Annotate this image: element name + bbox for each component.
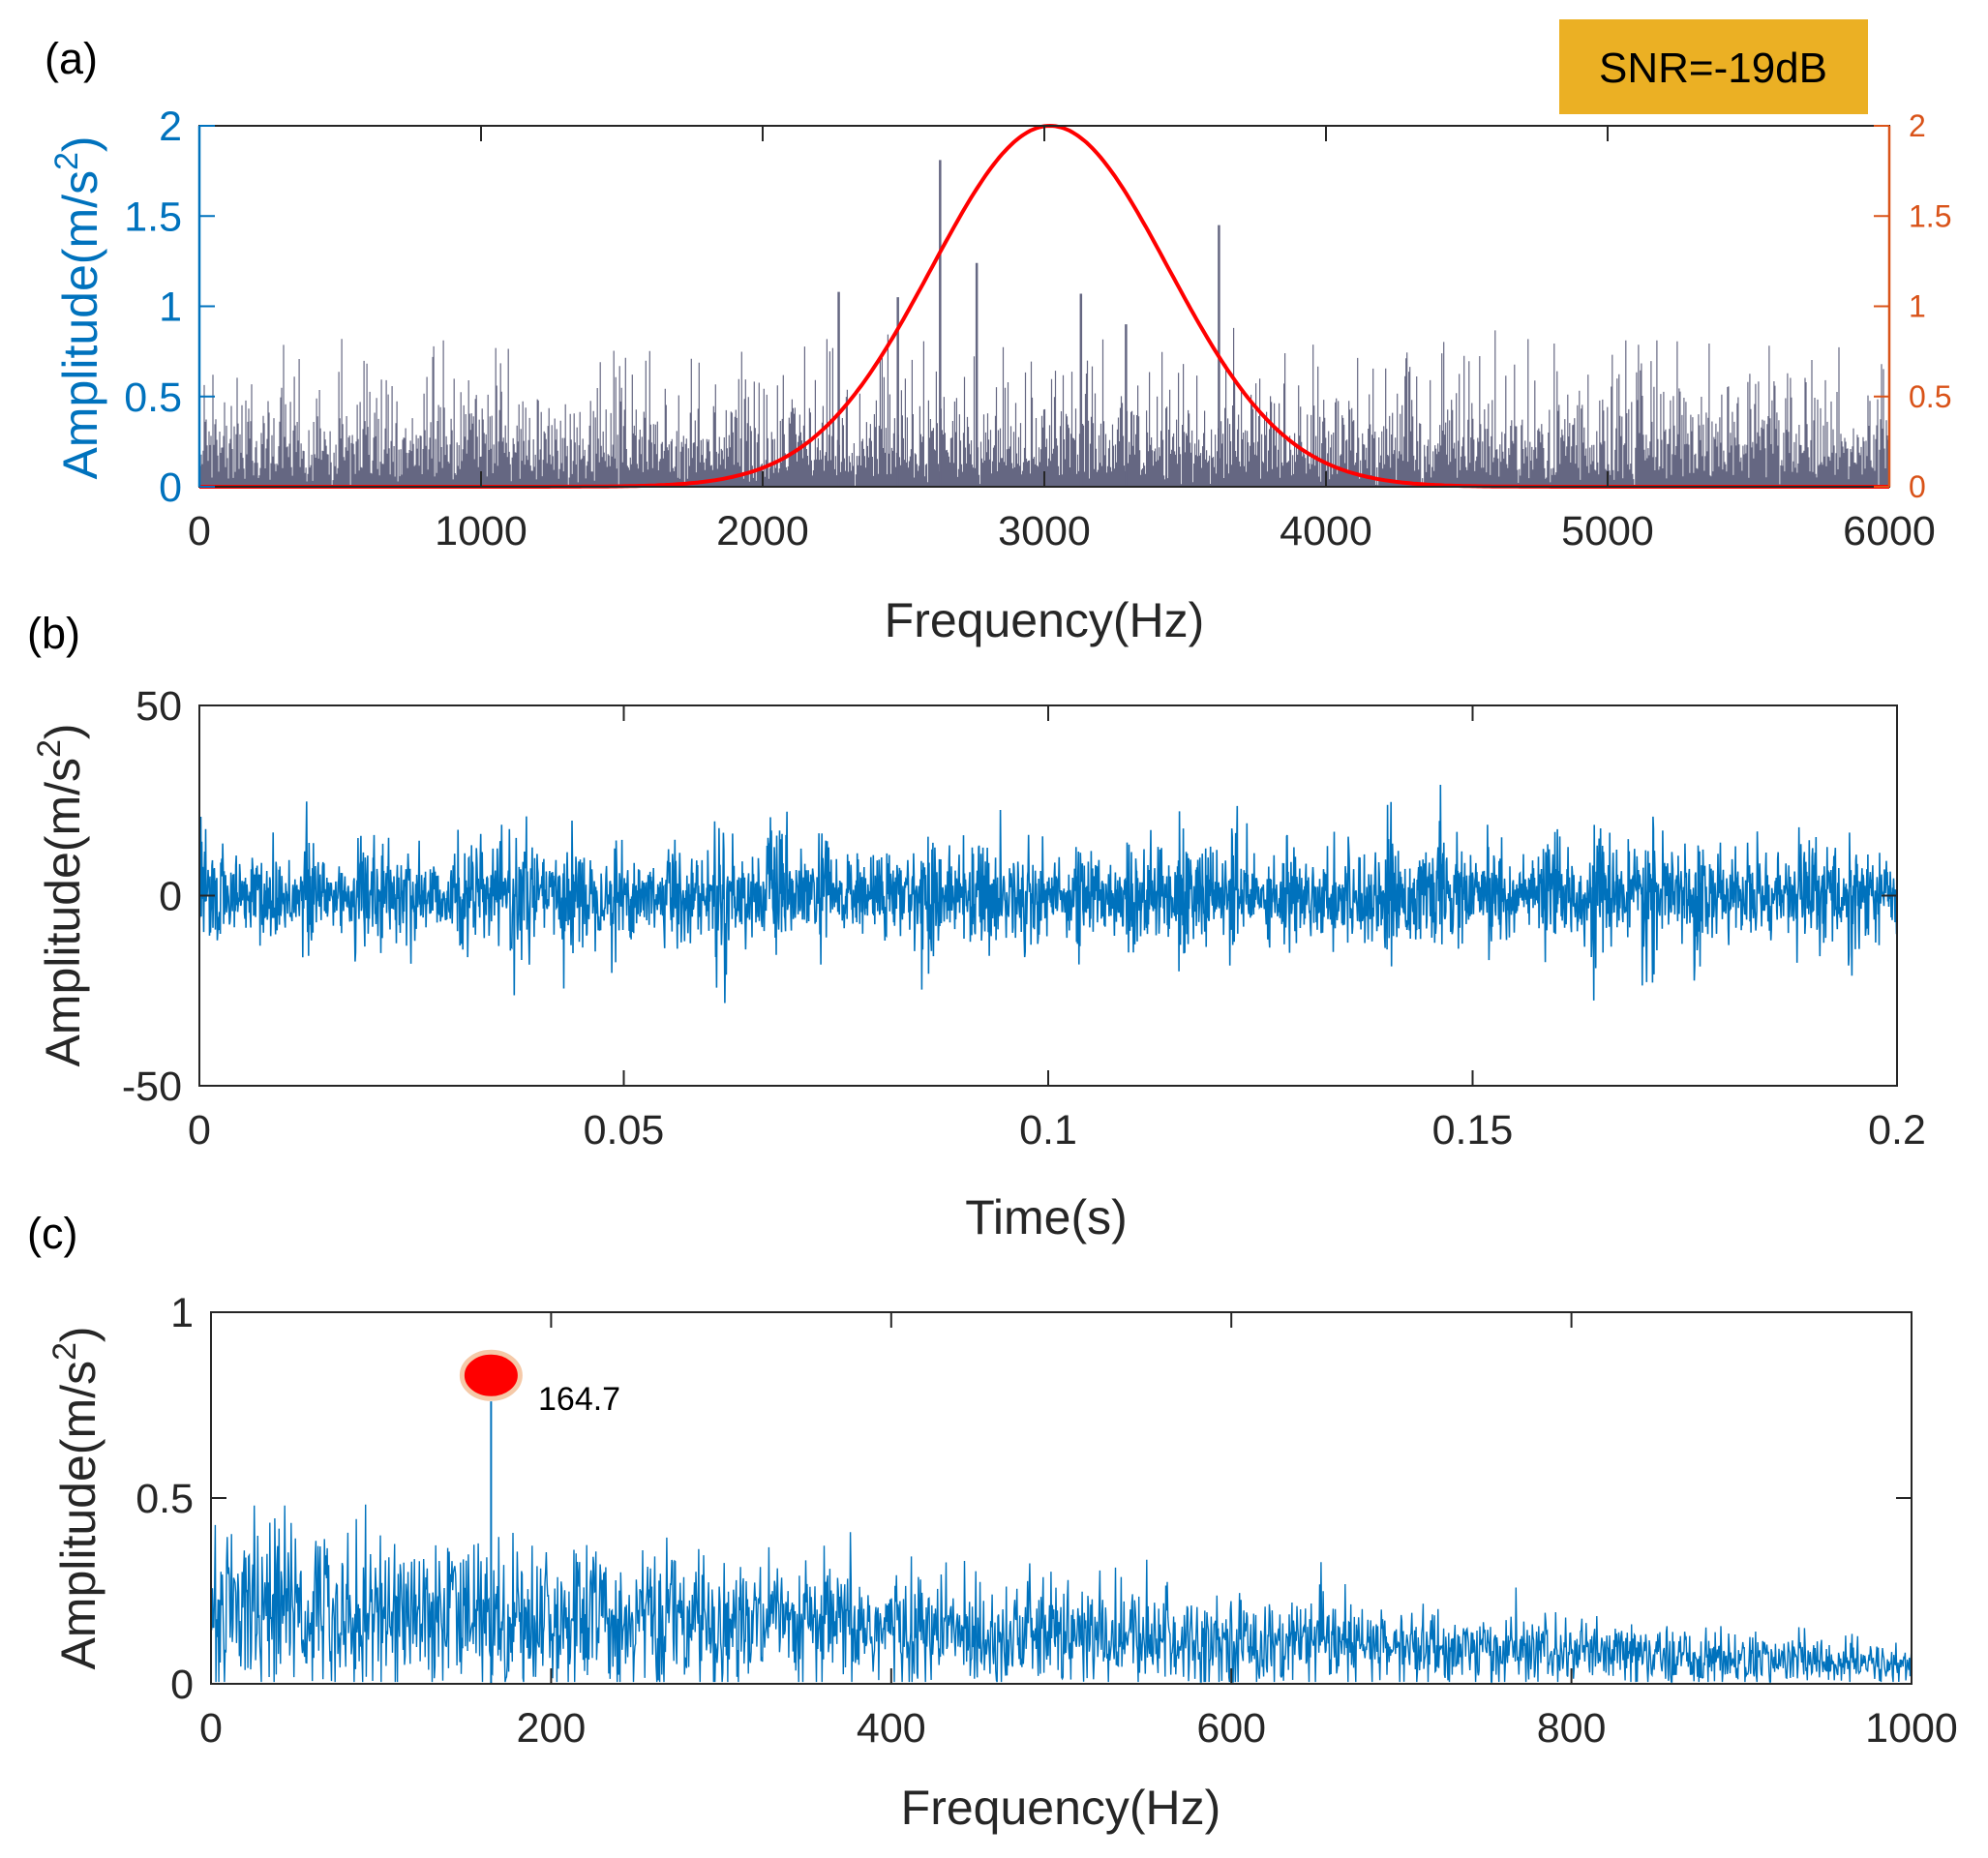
- panel-a-xtick-label: 1000: [435, 508, 527, 554]
- panel-a-xlabel: Frequency(Hz): [885, 593, 1205, 647]
- panel-a-ytick-right-label: 0: [1909, 469, 1926, 504]
- panel-a-ytick-label: 2: [159, 104, 182, 150]
- panel-a-xtick-label: 0: [188, 508, 211, 554]
- panel-c-envelope-spectrum-series: [210, 1504, 1913, 1683]
- panel-a-ytick-right-label: 1: [1909, 289, 1926, 324]
- panel-a-ytick-right-label: 1.5: [1909, 198, 1951, 233]
- panel-b-xtick-label: 0.2: [1868, 1107, 1926, 1154]
- panel-b-ytick-label: -50: [122, 1064, 182, 1110]
- panel-c-label: (c): [27, 1209, 77, 1258]
- panel-b-plot-area: [198, 784, 1898, 1004]
- panel-a-xtick-label: 5000: [1561, 508, 1654, 554]
- panel-a-ytick-label: 0: [159, 464, 182, 511]
- panel-a-xtick-label: 4000: [1280, 508, 1372, 554]
- panel-b-xtick-label: 0: [188, 1107, 211, 1154]
- panel-a-ytick-label: 1: [159, 285, 182, 331]
- panel-c-xtick-label: 1000: [1865, 1705, 1958, 1752]
- panel-b-label: (b): [27, 609, 80, 658]
- panel-a-ytick-label: 0.5: [124, 375, 182, 421]
- panel-c-xlabel: Frequency(Hz): [901, 1781, 1221, 1835]
- panel-a: (a) SNR=-19dB 0 1000 2000 3000 4000 5000 60000…: [45, 19, 1951, 647]
- snr-annotation-text: SNR=-19dB: [1599, 45, 1827, 92]
- peak-marker-label: 164.7: [538, 1381, 620, 1418]
- panel-a-ticks: 0 1000 2000 3000 4000 5000 6000 0 0.5 1 1.5 2 0 0.5 1 1…: [124, 104, 1951, 554]
- panel-a-label: (a): [45, 34, 98, 83]
- panel-c-xtick-label: 600: [1196, 1705, 1266, 1752]
- panel-a-ytick-right-label: 0.5: [1909, 379, 1951, 414]
- panel-a-ytick-right-label: 2: [1909, 108, 1926, 143]
- panel-a-xtick-label: 3000: [998, 508, 1091, 554]
- panel-c-ytick-label: 0.5: [136, 1476, 194, 1522]
- snr-annotation-box: [1559, 19, 1868, 114]
- peak-marker: [459, 1349, 523, 1401]
- panel-a-spectrum-series: [198, 327, 1890, 487]
- panel-c-ytick-label: 0: [170, 1662, 194, 1708]
- panel-a-plot-area: [198, 123, 1890, 489]
- panel-a-xtick-label: 6000: [1843, 508, 1936, 554]
- panel-b-xlabel: Time(s): [965, 1190, 1128, 1244]
- panel-a-ylabel: Amplitude(m/s2): [48, 135, 107, 479]
- panel-c-ticks: 0 200 400 600 800 1000 0 0.5 1: [136, 1290, 1958, 1752]
- panel-b-ytick-label: 50: [136, 683, 182, 730]
- panel-c: (c) 0 200 400 600 800 1000 0 0.5 1 164.7 Frequen…: [27, 1209, 1958, 1835]
- panel-b-xtick-label: 0.15: [1432, 1107, 1514, 1154]
- panel-b-ylabel: Amplitude(m/s2): [31, 723, 90, 1066]
- panel-c-xtick-label: 800: [1537, 1705, 1607, 1752]
- panel-c-plot-area: [210, 1401, 1913, 1684]
- panel-b-waveform-series: [198, 784, 1898, 1004]
- panel-b-ytick-label: 0: [159, 874, 182, 920]
- panel-c-ytick-label: 1: [170, 1290, 194, 1336]
- panel-c-xtick-label: 0: [199, 1705, 223, 1752]
- panel-b-xtick-label: 0.1: [1019, 1107, 1077, 1154]
- panel-b-xtick-label: 0.05: [584, 1107, 665, 1154]
- panel-c-xtick-label: 200: [517, 1705, 587, 1752]
- panel-c-ylabel: Amplitude(m/s2): [46, 1326, 105, 1669]
- panel-a-ytick-label: 1.5: [124, 194, 182, 240]
- panel-c-xtick-label: 400: [857, 1705, 926, 1752]
- panel-a-xtick-label: 2000: [716, 508, 809, 554]
